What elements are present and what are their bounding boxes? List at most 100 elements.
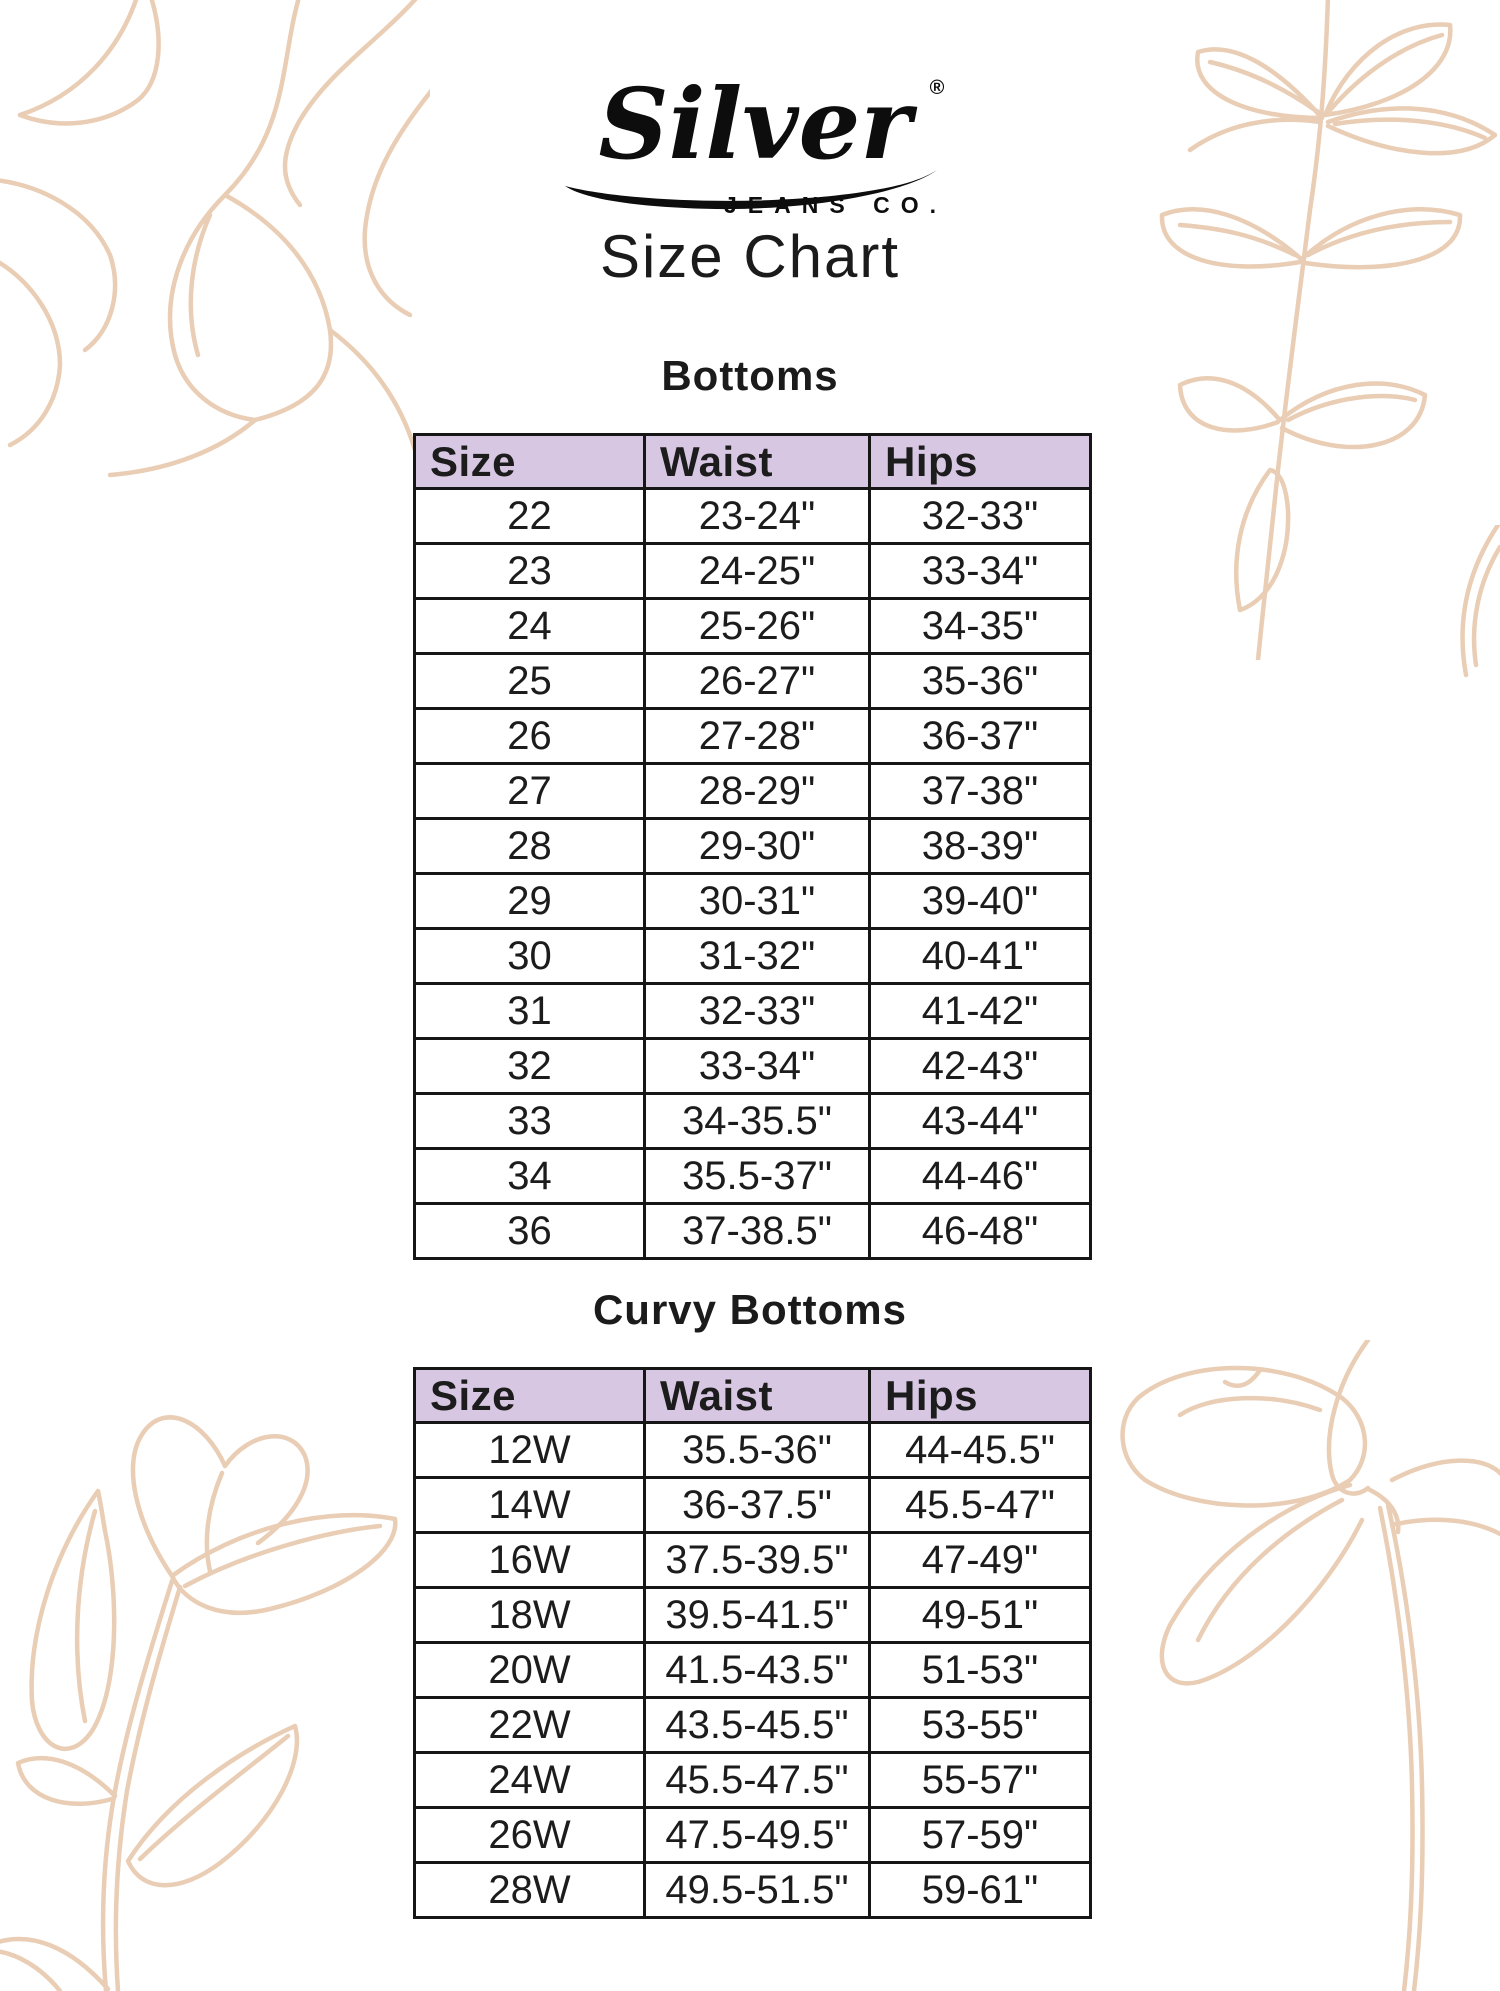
table-cell: 36-37.5": [643, 1476, 871, 1534]
table-cell: 59-61": [868, 1861, 1092, 1919]
table-row: 32 33-34" 42-43": [413, 1037, 1092, 1095]
table-cell: 43-44": [868, 1092, 1092, 1150]
table-cell: 37-38": [868, 762, 1092, 820]
table-cell: 24-25": [643, 542, 871, 600]
table-row: 24 25-26" 34-35": [413, 597, 1092, 655]
table-cell: 24: [413, 597, 646, 655]
table-cell: 35.5-37": [643, 1147, 871, 1205]
table-cell: 30: [413, 927, 646, 985]
table-cell: 20W: [413, 1641, 646, 1699]
table-cell: 41.5-43.5": [643, 1641, 871, 1699]
table-cell: 32: [413, 1037, 646, 1095]
table-row: 27 28-29" 37-38": [413, 762, 1092, 820]
silver-jeans-logo: Silver ® JEANS CO.: [565, 67, 947, 218]
logo-subtitle-text: JEANS CO.: [724, 192, 947, 218]
table-cell: 16W: [413, 1531, 646, 1589]
table-row: 22 23-24" 32-33": [413, 487, 1092, 545]
petal-curve-line-art-right-edge: [1460, 525, 1500, 678]
table-cell: 12W: [413, 1421, 646, 1479]
table-cell: 51-53": [868, 1641, 1092, 1699]
table-cell: 23-24": [643, 487, 871, 545]
table-cell: 43.5-45.5": [643, 1696, 871, 1754]
table-row: 16W 37.5-39.5" 47-49": [413, 1531, 1092, 1589]
table-row: 20W 41.5-43.5" 51-53": [413, 1641, 1092, 1699]
table-cell: 18W: [413, 1586, 646, 1644]
table-cell: 35-36": [868, 652, 1092, 710]
table-row: 34 35.5-37" 44-46": [413, 1147, 1092, 1205]
table-row: 18W 39.5-41.5" 49-51": [413, 1586, 1092, 1644]
table-cell: 29-30": [643, 817, 871, 875]
flower-line-art-bottom-right: [1120, 1340, 1500, 1991]
flower-line-art-top-left: [0, 0, 430, 478]
table-cell: 28W: [413, 1861, 646, 1919]
table-cell: 26-27": [643, 652, 871, 710]
table-cell: 55-57": [868, 1751, 1092, 1809]
table-cell: 49.5-51.5": [643, 1861, 871, 1919]
table-cell: 34: [413, 1147, 646, 1205]
bottoms-table: Size Waist Hips 22 23-24" 32-33" 23 24-25" 33…: [413, 433, 1092, 1260]
table-row: 23 24-25" 33-34": [413, 542, 1092, 600]
table-row: 25 26-27" 35-36": [413, 652, 1092, 710]
page-title: Size Chart: [599, 223, 901, 290]
bottoms-heading: Bottoms: [661, 352, 839, 399]
table-cell: 26: [413, 707, 646, 765]
table-row: 36 37-38.5" 46-48": [413, 1202, 1092, 1260]
table-cell: 34-35.5": [643, 1092, 871, 1150]
table-row: 26W 47.5-49.5" 57-59": [413, 1806, 1092, 1864]
column-header-size: Size: [413, 1367, 646, 1424]
table-row: 33 34-35.5" 43-44": [413, 1092, 1092, 1150]
table-cell: 29: [413, 872, 646, 930]
table-cell: 28: [413, 817, 646, 875]
table-row: 28W 49.5-51.5" 59-61": [413, 1861, 1092, 1919]
table-row: 31 32-33" 41-42": [413, 982, 1092, 1040]
table-row: 22W 43.5-45.5" 53-55": [413, 1696, 1092, 1754]
table-cell: 42-43": [868, 1037, 1092, 1095]
table-cell: 28-29": [643, 762, 871, 820]
column-header-waist: Waist: [643, 433, 871, 490]
table-cell: 38-39": [868, 817, 1092, 875]
table-cell: 49-51": [868, 1586, 1092, 1644]
table-cell: 31: [413, 982, 646, 1040]
table-cell: 33: [413, 1092, 646, 1150]
table-row: 12W 35.5-36" 44-45.5": [413, 1421, 1092, 1479]
table-cell: 33-34": [643, 1037, 871, 1095]
table-cell: 32-33": [643, 982, 871, 1040]
table-cell: 40-41": [868, 927, 1092, 985]
table-cell: 35.5-36": [643, 1421, 871, 1479]
table-row: 24W 45.5-47.5" 55-57": [413, 1751, 1092, 1809]
table-cell: 44-45.5": [868, 1421, 1092, 1479]
table-cell: 37.5-39.5": [643, 1531, 871, 1589]
table-cell: 24W: [413, 1751, 646, 1809]
table-cell: 27-28": [643, 707, 871, 765]
table-cell: 36: [413, 1202, 646, 1260]
table-cell: 39.5-41.5": [643, 1586, 871, 1644]
table-row: 30 31-32" 40-41": [413, 927, 1092, 985]
curvy-bottoms-table: Size Waist Hips 12W 35.5-36" 44-45.5" 14W 36…: [413, 1367, 1092, 1919]
table-cell: 23: [413, 542, 646, 600]
table-cell: 39-40": [868, 872, 1092, 930]
column-header-waist: Waist: [643, 1367, 871, 1424]
table-cell: 41-42": [868, 982, 1092, 1040]
table-cell: 37-38.5": [643, 1202, 871, 1260]
table-cell: 34-35": [868, 597, 1092, 655]
table-cell: 14W: [413, 1476, 646, 1534]
table-cell: 47-49": [868, 1531, 1092, 1589]
logo-brand-text: Silver: [599, 67, 918, 181]
table-header-row: Size Waist Hips: [413, 433, 1092, 490]
table-row: 14W 36-37.5" 45.5-47": [413, 1476, 1092, 1534]
tulip-flower-line-art-bottom-left: [0, 1415, 398, 1991]
table-cell: 22W: [413, 1696, 646, 1754]
table-cell: 53-55": [868, 1696, 1092, 1754]
leaf-branch-line-art-top-right: [1159, 0, 1498, 660]
logo-swoosh: [565, 170, 937, 210]
table-cell: 26W: [413, 1806, 646, 1864]
table-cell: 25-26": [643, 597, 871, 655]
table-cell: 57-59": [868, 1806, 1092, 1864]
table-cell: 27: [413, 762, 646, 820]
column-header-hips: Hips: [868, 1367, 1092, 1424]
table-cell: 33-34": [868, 542, 1092, 600]
logo-registered-mark: ®: [930, 77, 945, 99]
curvy-bottoms-heading: Curvy Bottoms: [592, 1286, 908, 1333]
table-row: 26 27-28" 36-37": [413, 707, 1092, 765]
